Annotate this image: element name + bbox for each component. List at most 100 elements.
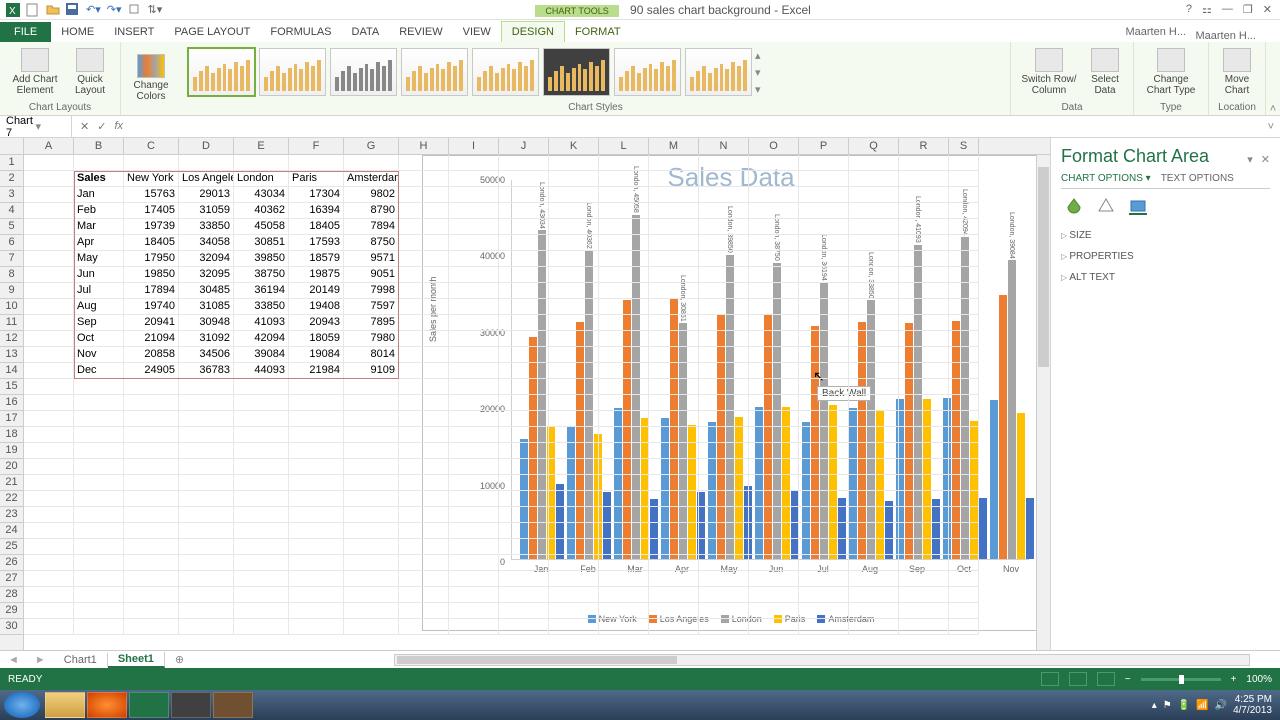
col-header-M[interactable]: M xyxy=(649,138,699,154)
row-header-27[interactable]: 27 xyxy=(0,571,23,587)
help-icon[interactable]: ? xyxy=(1186,3,1192,16)
cell[interactable]: 18579 xyxy=(289,251,344,267)
cell[interactable]: 20149 xyxy=(289,283,344,299)
cell[interactable]: 34058 xyxy=(179,235,234,251)
taskbar-app5-icon[interactable] xyxy=(213,692,253,718)
col-header-F[interactable]: F xyxy=(289,138,344,154)
cell[interactable]: May xyxy=(74,251,124,267)
cell[interactable]: 32094 xyxy=(179,251,234,267)
col-header-S[interactable]: S xyxy=(949,138,979,154)
fill-line-icon[interactable] xyxy=(1065,197,1083,215)
save-icon[interactable] xyxy=(66,3,80,17)
row-header-6[interactable]: 6 xyxy=(0,235,23,251)
size-properties-icon[interactable] xyxy=(1129,197,1147,215)
ribbon-display-icon[interactable]: ⚏ xyxy=(1202,3,1212,16)
page-layout-view-icon[interactable] xyxy=(1069,672,1087,686)
quick-layout-button[interactable]: Quick Layout xyxy=(66,46,114,98)
vertical-scrollbar[interactable] xyxy=(1036,155,1050,650)
cell[interactable]: 15763 xyxy=(124,187,179,203)
zoom-level[interactable]: 100% xyxy=(1246,674,1272,685)
cell[interactable]: 30851 xyxy=(234,235,289,251)
cell[interactable]: 19084 xyxy=(289,347,344,363)
sheet-tab-sheet1[interactable]: Sheet1 xyxy=(108,652,165,668)
row-header-13[interactable]: 13 xyxy=(0,347,23,363)
row-header-9[interactable]: 9 xyxy=(0,283,23,299)
chart-style-4[interactable] xyxy=(401,48,468,96)
col-header-P[interactable]: P xyxy=(799,138,849,154)
cell[interactable]: 19408 xyxy=(289,299,344,315)
pane-section-properties[interactable]: PROPERTIES xyxy=(1061,246,1270,267)
user-name[interactable]: Maarten H... xyxy=(1125,26,1190,38)
cell[interactable]: 31092 xyxy=(179,331,234,347)
pane-tab-chart-options[interactable]: CHART OPTIONS ▾ xyxy=(1061,173,1151,184)
cell[interactable]: Nov xyxy=(74,347,124,363)
pane-dropdown-icon[interactable]: ▾ xyxy=(1247,153,1253,166)
new-sheet-icon[interactable]: ⊕ xyxy=(165,653,194,666)
chart-styles-more-icon[interactable]: ▴▾▾ xyxy=(755,49,769,96)
row-header-22[interactable]: 22 xyxy=(0,491,23,507)
chart-style-6[interactable] xyxy=(543,48,610,96)
cell[interactable]: 17950 xyxy=(124,251,179,267)
cell[interactable]: Jul xyxy=(74,283,124,299)
cell[interactable]: 7597 xyxy=(344,299,399,315)
cell[interactable]: 9571 xyxy=(344,251,399,267)
zoom-in-icon[interactable]: + xyxy=(1231,674,1237,685)
col-header-B[interactable]: B xyxy=(74,138,124,154)
select-data-button[interactable]: Select Data xyxy=(1083,46,1127,98)
tab-format[interactable]: FORMAT xyxy=(565,22,631,42)
row-header-5[interactable]: 5 xyxy=(0,219,23,235)
row-header-19[interactable]: 19 xyxy=(0,443,23,459)
row-header-26[interactable]: 26 xyxy=(0,555,23,571)
add-chart-element-button[interactable]: Add Chart Element xyxy=(6,46,64,98)
expand-formula-icon[interactable]: ˅ xyxy=(1262,121,1280,133)
start-button[interactable] xyxy=(4,692,40,718)
cell[interactable]: 39850 xyxy=(234,251,289,267)
tab-formulas[interactable]: FORMULAS xyxy=(260,22,341,42)
col-header-A[interactable]: A xyxy=(24,138,74,154)
redo-icon[interactable]: ↷▾ xyxy=(107,3,122,16)
taskbar-excel-icon[interactable] xyxy=(129,692,169,718)
sheet-tab-chart1[interactable]: Chart1 xyxy=(54,653,108,667)
taskbar-firefox-icon[interactable] xyxy=(87,692,127,718)
col-header-K[interactable]: K xyxy=(549,138,599,154)
cell[interactable]: 19850 xyxy=(124,267,179,283)
col-header-N[interactable]: N xyxy=(699,138,749,154)
row-header-17[interactable]: 17 xyxy=(0,411,23,427)
cell[interactable]: 17593 xyxy=(289,235,344,251)
row-header-23[interactable]: 23 xyxy=(0,507,23,523)
cell[interactable]: Sep xyxy=(74,315,124,331)
cell[interactable]: Amsterdam xyxy=(344,171,399,187)
cell[interactable]: Mar xyxy=(74,219,124,235)
sort-icon[interactable]: ⇅▾ xyxy=(148,3,163,16)
zoom-slider[interactable] xyxy=(1141,678,1221,681)
cancel-formula-icon[interactable]: ✕ xyxy=(80,120,89,133)
col-header-Q[interactable]: Q xyxy=(849,138,899,154)
row-header-3[interactable]: 3 xyxy=(0,187,23,203)
chart-style-8[interactable] xyxy=(685,48,752,96)
chart-style-7[interactable] xyxy=(614,48,681,96)
cell[interactable]: 17405 xyxy=(124,203,179,219)
cell[interactable]: 20858 xyxy=(124,347,179,363)
row-header-24[interactable]: 24 xyxy=(0,523,23,539)
cell[interactable]: Apr xyxy=(74,235,124,251)
row-header-18[interactable]: 18 xyxy=(0,427,23,443)
cell[interactable]: 32095 xyxy=(179,267,234,283)
taskbar-explorer-icon[interactable] xyxy=(45,692,85,718)
page-break-view-icon[interactable] xyxy=(1097,672,1115,686)
cell[interactable]: 18405 xyxy=(289,219,344,235)
cell[interactable]: 24905 xyxy=(124,363,179,379)
tab-data[interactable]: DATA xyxy=(342,22,390,42)
tray-volume-icon[interactable]: 🔊 xyxy=(1215,700,1227,711)
cell[interactable]: 36194 xyxy=(234,283,289,299)
cell[interactable]: 9802 xyxy=(344,187,399,203)
close-icon[interactable]: ✕ xyxy=(1263,3,1272,16)
row-header-20[interactable]: 20 xyxy=(0,459,23,475)
tab-home[interactable]: HOME xyxy=(51,22,104,42)
col-header-O[interactable]: O xyxy=(749,138,799,154)
tab-design[interactable]: DESIGN xyxy=(501,21,565,42)
cell[interactable]: 18405 xyxy=(124,235,179,251)
row-header-8[interactable]: 8 xyxy=(0,267,23,283)
chart-style-5[interactable] xyxy=(472,48,539,96)
cell[interactable]: Jun xyxy=(74,267,124,283)
chart-style-3[interactable] xyxy=(330,48,397,96)
